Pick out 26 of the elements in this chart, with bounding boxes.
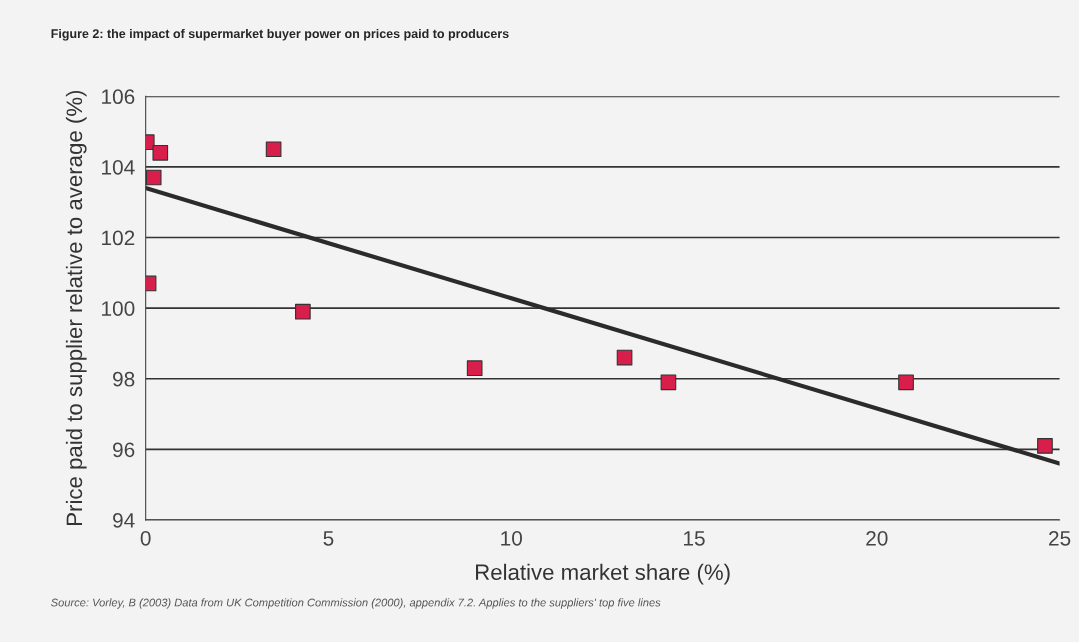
y-tick-label: 100 <box>102 301 135 316</box>
y-tick-label: 104 <box>102 159 135 175</box>
x-tick-label: 20 <box>866 530 888 546</box>
x-tick-label: 25 <box>1049 530 1071 546</box>
point <box>898 374 914 391</box>
chart-title: Figure 2: the impact of supermarket buyer power on prices paid to producers <box>51 28 509 41</box>
x-tick-label: 5 <box>323 531 334 546</box>
y-tick-label: 96 <box>113 442 135 458</box>
y-tick-label: 102 <box>102 230 135 246</box>
point <box>1037 438 1053 454</box>
x-tick-label: 15 <box>684 531 705 546</box>
x-tick-label: 0 <box>140 530 151 546</box>
point <box>466 360 483 377</box>
point <box>660 374 677 391</box>
x-axis-title: Relative market share (%) <box>476 563 730 585</box>
y-tick-label: 94 <box>113 513 135 528</box>
source-note: Source: Vorley, B (2003) Data from UK Competition Commission (2000), appendix 7.2. Applies to the suppliers' top five lines <box>51 598 661 609</box>
point <box>265 141 282 158</box>
x-tick-label: 10 <box>501 530 522 546</box>
y-axis-title: Price paid to supplier relative to average (%) <box>65 90 87 525</box>
point <box>616 349 633 366</box>
y-tick-label: 106 <box>102 89 135 105</box>
point <box>145 169 162 186</box>
point <box>295 303 311 320</box>
y-tick-label: 98 <box>113 371 135 387</box>
point <box>152 144 169 161</box>
